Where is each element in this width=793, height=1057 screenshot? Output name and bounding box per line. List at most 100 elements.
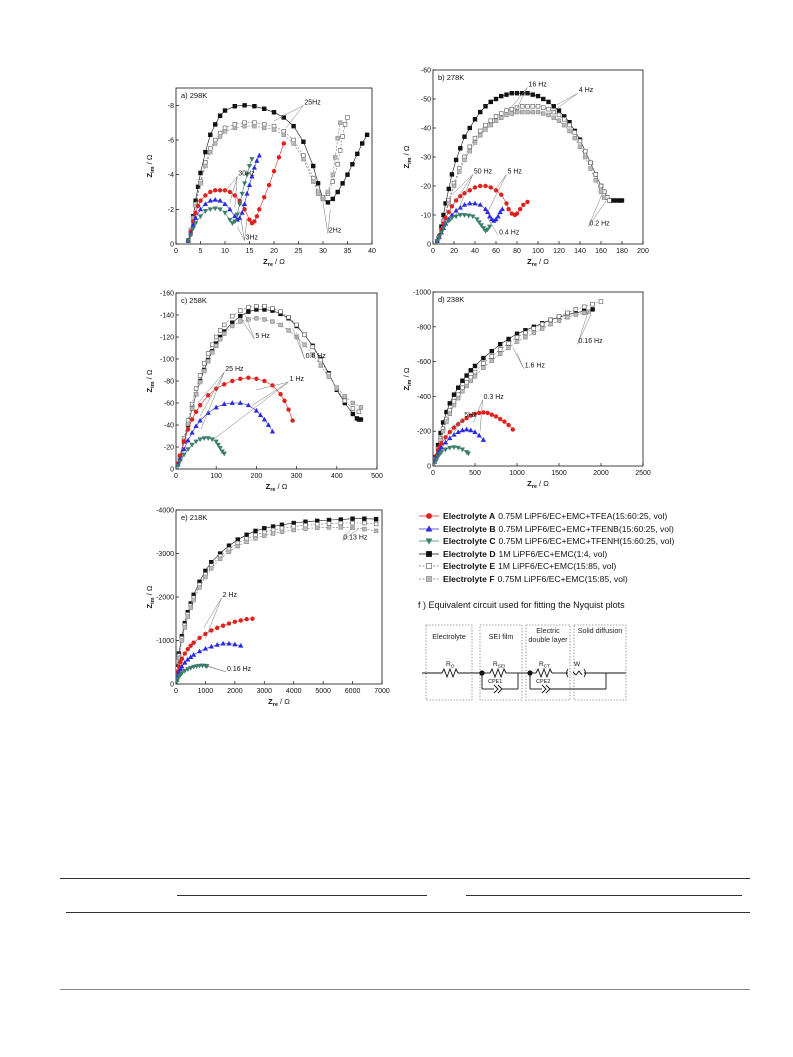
data-point-F	[315, 525, 320, 531]
data-point-C	[451, 445, 457, 451]
data-point-F	[214, 343, 219, 348]
data-point-A	[188, 643, 193, 648]
data-point-E	[338, 520, 343, 526]
data-point-E	[598, 183, 604, 189]
data-point-E	[483, 122, 488, 128]
legend-entry-F: Electrolyte F 0.75M LiPF6/EC+EMC(15:85, v…	[418, 573, 778, 586]
annotation-leader	[327, 209, 331, 234]
annotation-leader	[197, 372, 225, 404]
data-point-C	[239, 191, 245, 197]
data-point-B	[244, 190, 250, 196]
panel-label: b) 278K	[438, 73, 464, 82]
data-point-E	[230, 313, 235, 319]
data-point-F	[326, 374, 331, 379]
y-tick-label: -140	[160, 313, 174, 320]
data-point-F	[217, 556, 223, 561]
data-point-F	[440, 428, 446, 434]
data-point-A	[443, 435, 448, 440]
series-line-D	[435, 309, 593, 458]
data-point-E	[541, 105, 546, 110]
data-point-C	[461, 213, 468, 218]
legend-swatch	[419, 550, 439, 557]
data-point-D	[535, 93, 541, 99]
data-point-C	[237, 202, 243, 207]
data-point-A	[181, 439, 187, 444]
data-point-B	[254, 157, 260, 163]
data-point-B	[256, 152, 262, 158]
data-point-F	[253, 536, 258, 541]
y-axis-label: Zim / Ω	[145, 585, 156, 608]
legend-name: Electrolyte D	[443, 548, 496, 559]
data-point-C	[207, 207, 213, 213]
legend-swatch	[419, 525, 439, 532]
data-point-F	[565, 315, 570, 320]
data-point-F	[302, 342, 307, 347]
data-point-F	[464, 383, 469, 389]
data-point-A	[521, 202, 526, 208]
data-point-B	[193, 215, 199, 220]
data-point-F	[539, 326, 545, 331]
data-point-E	[467, 144, 472, 150]
data-point-F	[373, 528, 379, 534]
data-point-C	[179, 671, 185, 676]
data-point-F	[246, 317, 251, 322]
frequency-annotation: 0.2 Hz	[589, 221, 610, 228]
data-point-B	[221, 401, 227, 407]
data-point-A	[247, 217, 252, 222]
data-point-D	[509, 91, 514, 96]
data-point-F	[497, 351, 503, 356]
y-tick-label: 0	[427, 242, 431, 249]
data-point-F	[333, 155, 338, 160]
data-point-F	[451, 183, 457, 189]
data-point-A	[213, 188, 218, 193]
data-point-F	[270, 531, 276, 536]
data-point-B	[202, 645, 209, 651]
data-point-E	[488, 118, 493, 123]
annotation-leader	[550, 92, 579, 114]
data-point-F	[581, 310, 587, 316]
data-point-B	[213, 404, 219, 410]
data-point-F	[573, 312, 579, 317]
data-point-F	[593, 178, 598, 183]
data-point-C	[465, 451, 471, 457]
data-point-C	[215, 442, 221, 448]
equivalent-circuit: Electrolyte SEI film Electric double lay…	[422, 624, 627, 701]
data-point-F	[203, 574, 208, 580]
box-sei-film	[479, 624, 523, 701]
x-tick-label: 30	[319, 248, 327, 255]
data-point-D	[330, 196, 335, 202]
data-point-A	[220, 623, 226, 628]
data-point-C	[447, 445, 453, 451]
x-tick-label: 2000	[227, 688, 243, 695]
data-point-E	[581, 304, 587, 309]
data-point-A	[197, 635, 202, 641]
data-point-E	[546, 106, 551, 112]
data-point-E	[197, 373, 203, 378]
data-point-E	[278, 309, 283, 314]
x-tick-label: 40	[471, 248, 479, 255]
data-point-B	[476, 432, 482, 438]
data-point-F	[242, 123, 247, 129]
annotation-leader	[479, 399, 483, 432]
data-point-A	[439, 441, 444, 446]
data-point-A	[222, 188, 228, 193]
data-point-F	[358, 405, 364, 410]
data-point-A	[217, 188, 223, 193]
data-point-E	[607, 198, 612, 203]
y-tick-label: -100	[160, 357, 174, 364]
data-point-F	[523, 335, 528, 340]
y-tick-label: -600	[417, 359, 431, 366]
data-point-C	[443, 447, 449, 453]
data-point-F	[279, 529, 285, 534]
annotation-leader	[588, 191, 604, 227]
frequency-annotation: 0.3 Hz	[484, 394, 505, 401]
y-tick-label: -80	[164, 379, 174, 386]
data-point-D	[541, 96, 546, 102]
data-point-F	[197, 379, 203, 385]
x-tick-label: 15	[246, 248, 254, 255]
table-rule-sub-right	[466, 895, 742, 896]
data-point-A	[254, 214, 260, 219]
annotation-leader	[252, 381, 289, 406]
data-point-C	[480, 226, 486, 231]
data-point-D	[359, 141, 365, 146]
